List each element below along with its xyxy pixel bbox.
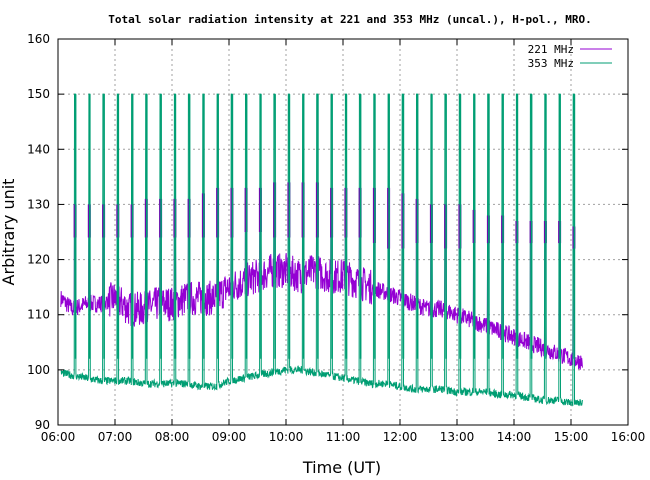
y-tick-label: 160 bbox=[27, 32, 50, 46]
x-axis-label: Time (UT) bbox=[302, 458, 381, 477]
x-tick-label: 07:00 bbox=[98, 430, 133, 444]
y-tick-label: 110 bbox=[27, 308, 50, 322]
x-tick-label: 10:00 bbox=[269, 430, 304, 444]
x-tick-label: 16:00 bbox=[611, 430, 646, 444]
x-tick-label: 14:00 bbox=[497, 430, 532, 444]
legend-label-221: 221 MHz bbox=[528, 43, 574, 56]
legend-label-353: 353 MHz bbox=[528, 57, 574, 70]
y-tick-label: 130 bbox=[27, 197, 50, 211]
x-tick-label: 11:00 bbox=[326, 430, 361, 444]
grid bbox=[58, 39, 628, 425]
chart-title: Total solar radiation intensity at 221 a… bbox=[108, 13, 591, 26]
series-layer bbox=[60, 93, 583, 407]
ticks: 06:00 07:00 08:00 09:00 10:00 11:00 12:00 13:00… bbox=[27, 32, 645, 444]
x-tick-label: 15:00 bbox=[554, 430, 589, 444]
y-axis-label: Arbitrary unit bbox=[0, 179, 18, 286]
y-tick-label: 150 bbox=[27, 87, 50, 101]
x-tick-label: 08:00 bbox=[155, 430, 190, 444]
x-tick-label: 12:00 bbox=[383, 430, 418, 444]
series-line-353 bbox=[60, 93, 583, 407]
y-tick-label: 100 bbox=[27, 363, 50, 377]
series-line-221 bbox=[60, 182, 583, 370]
x-tick-label: 06:00 bbox=[41, 430, 76, 444]
x-tick-label: 09:00 bbox=[212, 430, 247, 444]
plot-frame bbox=[57, 38, 629, 426]
y-tick-label: 140 bbox=[27, 142, 50, 156]
legend: 221 MHz 353 MHz bbox=[528, 43, 612, 70]
y-tick-label: 90 bbox=[35, 418, 50, 432]
x-tick-label: 13:00 bbox=[440, 430, 475, 444]
y-tick-label: 120 bbox=[27, 253, 50, 267]
